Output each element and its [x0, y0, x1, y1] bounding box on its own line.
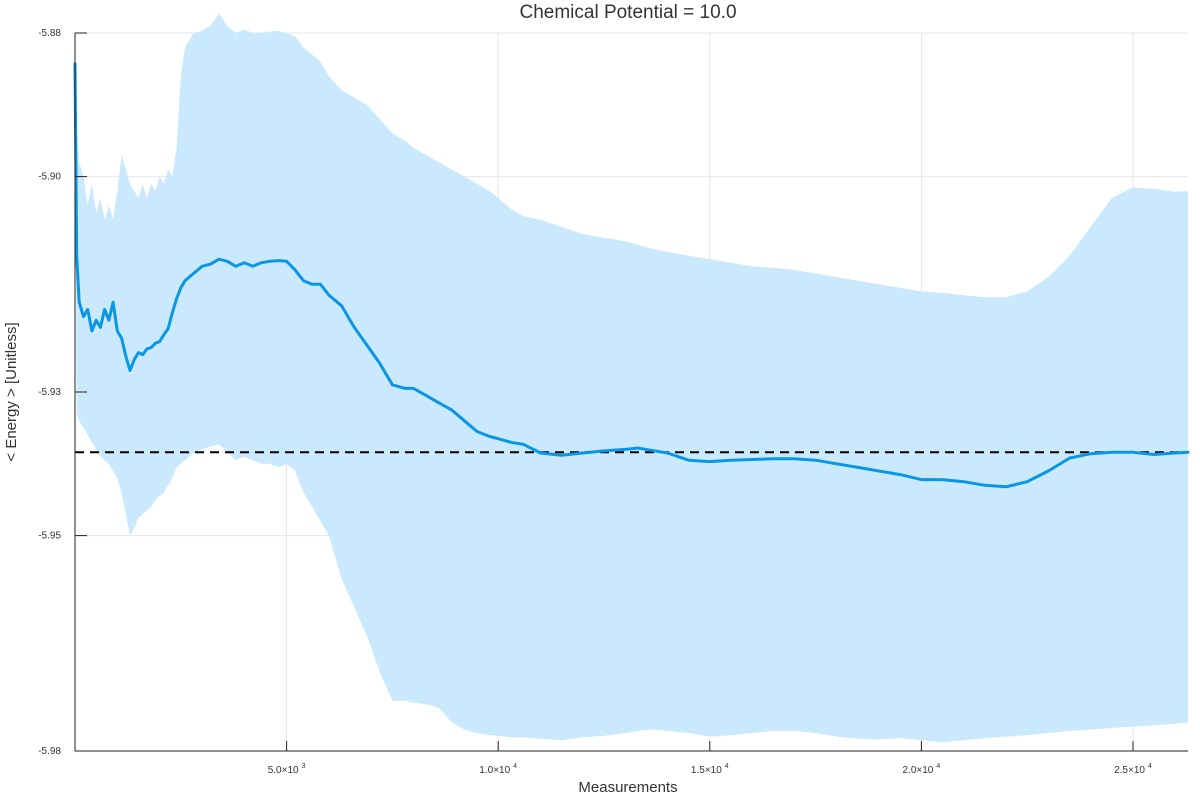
x-tick-label: 2.5×10 4 — [1114, 763, 1152, 776]
x-tick-label: 1.5×10 4 — [691, 763, 729, 776]
y-tick-label: -5.95 — [38, 531, 61, 542]
x-tick-labels: 5.0×10 3 1.0×10 4 1.5×10 4 2.0×10 4 2.5×10 4 — [268, 763, 1152, 776]
y-tick-label: -5.88 — [38, 28, 61, 39]
confidence-band-layer — [75, 13, 1188, 743]
confidence-band — [75, 13, 1188, 743]
x-tick-label: 2.0×10 4 — [902, 763, 940, 776]
x-axis-title: Measurements — [578, 779, 677, 796]
series-layer — [73, 62, 1190, 489]
x-tick-label: 5.0×10 3 — [268, 763, 306, 776]
y-tick-labels: -5.88 -5.90 -5.93 -5.95 -5.98 — [38, 28, 61, 757]
x-tick-label: 1.0×10 4 — [479, 763, 517, 776]
y-axis-title: < Energy > [Unitless] — [3, 322, 20, 461]
y-tick-label: -5.90 — [38, 172, 61, 183]
axes — [74, 32, 1188, 752]
series-line — [73, 62, 1190, 489]
chart-title: Chemical Potential = 10.0 — [519, 2, 736, 23]
y-tick-label: -5.98 — [38, 746, 61, 757]
y-tick-label: -5.93 — [38, 387, 61, 398]
